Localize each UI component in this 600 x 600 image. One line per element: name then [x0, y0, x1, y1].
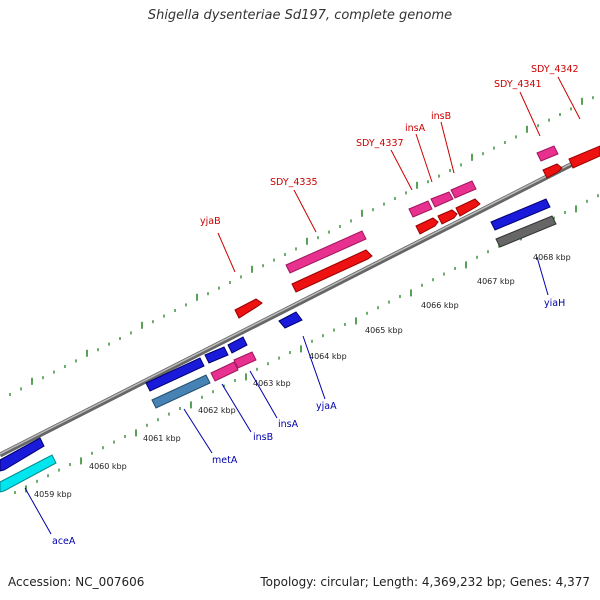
gene-feature[interactable] [151, 374, 211, 409]
scale-label: 4064 kbp [309, 352, 347, 361]
gene-feature[interactable] [430, 191, 454, 208]
gene-feature[interactable] [568, 145, 600, 169]
scale-label: 4066 kbp [421, 301, 459, 310]
gene-feature[interactable] [291, 249, 373, 293]
scale-labels: 4059 kbp 4060 kbp 4061 kbp 4062 kbp 4063… [34, 253, 571, 499]
gene-feature[interactable] [278, 311, 303, 329]
gene-feature[interactable] [415, 217, 439, 235]
feature-label[interactable]: yjaB [200, 216, 221, 227]
gene-feature[interactable] [233, 351, 257, 369]
gene-feature[interactable] [0, 454, 57, 493]
feature-label[interactable]: insB [253, 432, 273, 443]
gene-feature[interactable] [227, 336, 248, 354]
scale-label: 4062 kbp [198, 406, 236, 415]
gene-feature[interactable] [408, 200, 433, 218]
scale-label: 4068 kbp [533, 253, 571, 262]
feature-label[interactable]: insB [431, 111, 451, 122]
map-title: Shigella dysenteriae Sd197, complete gen… [147, 8, 453, 23]
feature-leader-lines [24, 76, 581, 535]
lower-feature-labels: aceA metA insB insA yjaA yiaH [52, 298, 565, 547]
upper-feature-labels: yjaB SDY_4335 SDY_4337 insA insB SDY_434… [200, 64, 579, 227]
feature-label[interactable]: yiaH [544, 298, 565, 309]
gene-feature[interactable] [0, 437, 45, 472]
feature-label[interactable]: SDY_4341 [494, 79, 542, 90]
gene-feature[interactable] [495, 215, 557, 248]
gene-feature[interactable] [210, 361, 239, 382]
scale-label: 4067 kbp [477, 277, 515, 286]
genome-backbone [0, 147, 600, 458]
scale-label: 4065 kbp [365, 326, 403, 335]
feature-label[interactable]: aceA [52, 536, 76, 547]
feature-label[interactable]: SDY_4335 [270, 177, 318, 188]
feature-label[interactable]: metA [212, 455, 238, 466]
topology-label: Topology: circular; Length: 4,369,232 bp… [260, 575, 590, 589]
gene-feature[interactable] [455, 198, 481, 217]
accession-label: Accession: NC_007606 [8, 575, 145, 589]
gene-feature[interactable] [204, 346, 229, 364]
scale-label: 4061 kbp [143, 434, 181, 443]
scale-label: 4063 kbp [253, 379, 291, 388]
gene-feature[interactable] [542, 163, 563, 179]
gene-feature[interactable] [145, 357, 205, 392]
scale-label: 4059 kbp [34, 490, 72, 499]
feature-label[interactable]: SDY_4342 [531, 64, 579, 75]
gene-feature[interactable] [437, 209, 458, 225]
gene-features [0, 145, 600, 493]
gene-feature[interactable] [234, 298, 263, 319]
feature-label[interactable]: insA [405, 123, 426, 134]
feature-label[interactable]: SDY_4337 [356, 138, 404, 149]
feature-label[interactable]: insA [278, 419, 299, 430]
gene-feature[interactable] [450, 180, 477, 199]
scale-label: 4060 kbp [89, 462, 127, 471]
feature-label[interactable]: yjaA [316, 401, 337, 412]
scale-ticks [9, 96, 599, 494]
gene-feature[interactable] [490, 198, 551, 231]
gene-feature[interactable] [285, 230, 367, 274]
gene-feature[interactable] [536, 145, 559, 162]
